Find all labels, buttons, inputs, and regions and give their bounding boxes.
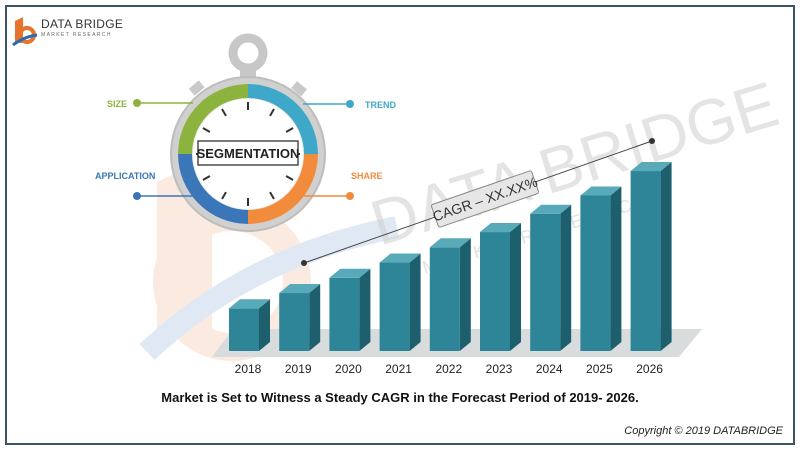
stopwatch-tick <box>269 191 275 200</box>
stopwatch-tick <box>221 108 227 117</box>
segment-arc-trend <box>248 84 318 154</box>
segmentation-label: SEGMENTATION <box>197 146 300 161</box>
bar-top-2018 <box>229 299 270 309</box>
bar-top-2024 <box>530 204 572 214</box>
bar-side-2025 <box>610 186 622 351</box>
segment-arc-application <box>178 154 248 224</box>
bar-front-2025 <box>580 195 611 351</box>
bar-side-2018 <box>259 299 270 351</box>
bar-front-2023 <box>480 232 510 351</box>
bar-side-2026 <box>660 162 672 351</box>
share-dot <box>346 192 354 200</box>
segment-label-application: APPLICATION <box>95 171 155 181</box>
bar-top-2021 <box>379 253 421 263</box>
segment-arc-size <box>178 84 248 154</box>
bar-side-2019 <box>309 284 321 351</box>
trend-end-dot <box>649 138 655 144</box>
bar-front-2019 <box>279 293 310 351</box>
segment-label-share: SHARE <box>351 171 383 181</box>
bar-side-2023 <box>510 223 521 351</box>
bar-2021 <box>379 253 421 351</box>
brand-name: DATA BRIDGE <box>41 17 124 31</box>
x-tick-label-2024: 2024 <box>536 362 563 376</box>
bar-top-2025 <box>580 186 622 196</box>
stopwatch-tick <box>221 191 227 200</box>
stopwatch-left-button <box>188 80 205 96</box>
x-tick-label-2023: 2023 <box>486 362 513 376</box>
x-tick-label-2025: 2025 <box>586 362 613 376</box>
chart-caption: Market is Set to Witness a Steady CAGR i… <box>161 390 639 405</box>
bar-side-2020 <box>359 268 371 351</box>
stopwatch-tick <box>202 127 211 133</box>
x-tick-label-2022: 2022 <box>435 362 462 376</box>
infographic-canvas: DATA BRIDGE M A R K E T R E S E A R C H … <box>12 17 786 376</box>
bar-top-2019 <box>279 284 321 294</box>
bar-2026 <box>630 162 672 351</box>
bar-side-2022 <box>459 238 471 351</box>
stopwatch-tick <box>285 127 294 133</box>
bar-2020 <box>329 268 371 351</box>
stopwatch-crown-ring <box>228 33 268 73</box>
bar-front-2024 <box>530 213 561 351</box>
x-tick-label-2020: 2020 <box>335 362 362 376</box>
bar-2024 <box>530 204 572 351</box>
bar-2023 <box>480 223 521 351</box>
stopwatch-tick <box>202 175 211 181</box>
bar-front-2020 <box>329 277 360 351</box>
bar-front-2018 <box>229 308 259 351</box>
bar-2025 <box>580 186 622 351</box>
segmentation-label-box <box>197 140 299 166</box>
brand-tagline: MARKET RESEARCH <box>41 32 112 38</box>
bar-series <box>229 162 672 351</box>
bar-top-2023 <box>480 223 521 233</box>
size-dot <box>133 99 141 107</box>
bar-side-2021 <box>409 253 421 351</box>
bar-front-2022 <box>429 247 460 351</box>
x-axis-labels: 2018 2019 2020 2021 2022 2023 2024 2025 2026 <box>235 362 664 376</box>
copyright-notice: Copyright © 2019 DATABRIDGE <box>624 425 783 437</box>
stopwatch-right-button <box>291 81 307 97</box>
bar-side-2024 <box>560 204 572 351</box>
segment-label-size: SIZE <box>107 99 127 109</box>
brand-logo-icon <box>12 17 38 47</box>
trend-dot <box>346 100 354 108</box>
trend-start-dot <box>301 260 307 266</box>
stopwatch: SEGMENTATION <box>170 33 326 232</box>
bar-top-2026 <box>630 162 672 172</box>
brand-logo: DATA BRIDGE MARKET RESEARCH <box>41 17 123 38</box>
bar-top-2020 <box>329 268 371 278</box>
x-tick-label-2018: 2018 <box>235 362 262 376</box>
stopwatch-tick <box>269 108 275 117</box>
bar-front-2026 <box>630 171 661 351</box>
x-tick-label-2019: 2019 <box>285 362 312 376</box>
bar-front-2021 <box>379 262 410 351</box>
bar-2018 <box>229 299 270 351</box>
infographic-frame: DATA BRIDGE M A R K E T R E S E A R C H … <box>5 5 795 445</box>
application-dot <box>133 192 141 200</box>
x-tick-label-2021: 2021 <box>385 362 412 376</box>
segment-label-trend: TREND <box>365 100 396 110</box>
stopwatch-tick <box>285 175 294 181</box>
segment-arc-share <box>248 154 318 224</box>
bar-2022 <box>429 238 471 351</box>
x-tick-label-2026: 2026 <box>636 362 663 376</box>
bar-top-2022 <box>429 238 471 248</box>
bar-2019 <box>279 284 321 351</box>
